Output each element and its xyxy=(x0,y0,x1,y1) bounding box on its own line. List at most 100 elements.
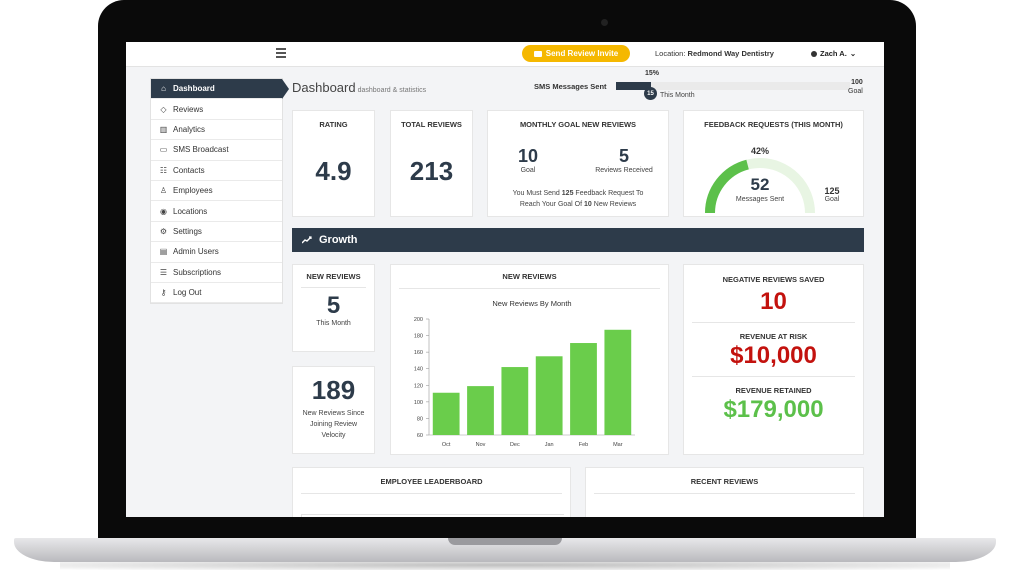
sidebar-item-analytics[interactable]: ▥ Analytics xyxy=(151,120,282,141)
goal-message-pre: You Must Send xyxy=(512,190,560,197)
goal-message-line2: Reach Your Goal Of xyxy=(519,201,583,208)
bar-chart-icon: ▥ xyxy=(159,124,168,134)
negative-reviews-title: NEGATIVE REVIEWS SAVED xyxy=(722,275,825,284)
sms-sent-label: SMS Messages Sent xyxy=(534,82,607,91)
received-caption: Reviews Received xyxy=(595,167,653,174)
rating-card: RATING 4.9 xyxy=(292,110,375,217)
bar-dec xyxy=(501,367,529,435)
monthly-goal-title: MONTHLY GOAL NEW REVIEWS xyxy=(519,120,637,129)
revenue-at-risk-title: REVENUE AT RISK xyxy=(739,332,808,341)
divider xyxy=(301,287,366,288)
total-reviews-value: 213 xyxy=(409,156,454,186)
list-icon: ☰ xyxy=(159,267,168,277)
leaderboard-table xyxy=(301,514,564,517)
sms-goal-caption: Goal xyxy=(848,88,863,95)
bar-oct xyxy=(432,392,460,435)
y-tick-label: 140 xyxy=(414,367,423,373)
sidebar-item-locations[interactable]: ◉ Locations xyxy=(151,201,282,222)
key-icon: ⚷ xyxy=(160,288,167,298)
sidebar-item-admin-users[interactable]: ▤ Admin Users xyxy=(151,242,282,263)
sidebar-item-label: Contacts xyxy=(173,165,205,175)
total-reviews-title: TOTAL REVIEWS xyxy=(401,120,462,129)
sidebar-item-settings[interactable]: ⚙ Settings xyxy=(151,222,282,243)
sidebar-item-label: Settings xyxy=(173,226,202,236)
message-icon: ▭ xyxy=(159,145,168,155)
send-review-invite-button[interactable]: Send Review Invite xyxy=(522,45,630,62)
sms-progress-fill xyxy=(616,82,652,90)
sms-progress-bar xyxy=(616,82,850,90)
user-icon xyxy=(811,50,817,57)
bar-jan xyxy=(535,356,563,435)
sidebar-item-subscriptions[interactable]: ☰ Subscriptions xyxy=(151,263,282,283)
feedback-gauge xyxy=(705,158,815,214)
reviews-since-caption-3: Velocity xyxy=(321,432,346,439)
y-tick-label: 80 xyxy=(417,416,423,422)
leaderboard-title: EMPLOYEE LEADERBOARD xyxy=(380,477,483,486)
gauge-fill xyxy=(705,159,750,214)
revenue-retained-value: $179,000 xyxy=(723,396,824,423)
laptop-shadow xyxy=(60,560,950,570)
sidebar-item-label: Admin Users xyxy=(173,247,219,257)
chart-title: New Reviews By Month xyxy=(492,299,571,308)
gear-icon: ⚙ xyxy=(159,226,168,236)
total-reviews-card: TOTAL REVIEWS 213 xyxy=(390,110,473,217)
top-bar: Send Review Invite Location: Redmond Way… xyxy=(126,42,884,67)
sidebar-item-log-out[interactable]: ⚷ Log Out xyxy=(151,283,282,304)
gauge-goal-value: 125 xyxy=(824,186,840,196)
sms-sent-caption: This Month xyxy=(660,92,695,99)
sms-goal-value: 100 xyxy=(851,79,863,86)
gauge-percent: 42% xyxy=(750,146,769,156)
sidebar-item-label: Log Out xyxy=(173,288,202,298)
contacts-icon: ☷ xyxy=(159,165,168,175)
sidebar-item-dashboard[interactable]: ⌂ Dashboard xyxy=(151,79,289,100)
sidebar-item-label: Analytics xyxy=(173,124,206,134)
webcam xyxy=(601,19,608,26)
recent-reviews-card: RECENT REVIEWS xyxy=(585,467,864,517)
goal-stat: 10 Goal xyxy=(506,146,550,174)
sidebar-nav: ⌂ Dashboard ◇ Reviews ▥ Analytics ▭ SMS Broadca… xyxy=(150,78,289,305)
sidebar-item-reviews[interactable]: ◇ Reviews xyxy=(151,99,282,120)
reviews-since-caption: New Reviews Since Joining Review Velocit… xyxy=(293,408,374,441)
sms-goal: 100 Goal xyxy=(848,78,863,96)
rating-value: 4.9 xyxy=(315,156,352,186)
sidebar-item-employees[interactable]: ♙ Employees xyxy=(151,181,282,202)
bar-mar xyxy=(604,329,632,435)
divider xyxy=(399,288,660,289)
reviews-since-joining-card: 189 New Reviews Since Joining Review Vel… xyxy=(292,366,375,454)
new-reviews-value: 5 xyxy=(326,292,341,319)
y-tick-label: 160 xyxy=(414,350,423,356)
reviews-since-value: 189 xyxy=(311,375,356,405)
divider xyxy=(692,376,855,377)
y-tick-label: 60 xyxy=(417,433,423,439)
user-menu[interactable]: Zach A. ⌄ xyxy=(811,49,856,58)
hamburger-menu-icon[interactable] xyxy=(276,48,286,58)
sidebar-item-sms-broadcast[interactable]: ▭ SMS Broadcast xyxy=(151,140,282,161)
employee-leaderboard-card: EMPLOYEE LEADERBOARD xyxy=(292,467,571,517)
page-subtitle: dashboard & statistics xyxy=(357,87,427,94)
negative-reviews-value: 10 xyxy=(760,288,787,315)
rating-title: RATING xyxy=(319,120,348,129)
y-tick-label: 100 xyxy=(414,400,423,406)
new-reviews-caption: This Month xyxy=(316,320,351,327)
sidebar-item-contacts[interactable]: ☷ Contacts xyxy=(151,161,282,181)
new-reviews-title: NEW REVIEWS xyxy=(306,272,361,281)
sidebar-item-label: Reviews xyxy=(173,104,204,114)
bar-nov xyxy=(467,386,494,435)
goal-value: 10 xyxy=(517,146,539,166)
new-reviews-card: NEW REVIEWS 5 This Month xyxy=(292,264,375,352)
bar-feb xyxy=(570,343,597,435)
recent-reviews-title: RECENT REVIEWS xyxy=(690,477,759,486)
new-reviews-bar-chart: New Reviews By Month 60 80 100 120 140 160 180 2… xyxy=(414,299,635,448)
goal-message-requests: 125 xyxy=(561,190,574,197)
growth-title: Growth xyxy=(319,234,358,246)
goal-message-mid: Feedback Request To xyxy=(575,190,644,197)
x-tick-label: Mar xyxy=(613,442,623,448)
location-selector[interactable]: Location: Redmond Way Dentistry xyxy=(655,49,774,58)
reviews-since-caption-2: Joining Review xyxy=(309,421,358,428)
goal-caption: Goal xyxy=(520,167,536,174)
gauge-caption: Messages Sent xyxy=(735,196,785,203)
gauge-goal: 125 Goal xyxy=(818,186,846,203)
feedback-requests-card: FEEDBACK REQUESTS (THIS MONTH) 42% 52 Me… xyxy=(683,110,864,217)
divider xyxy=(594,493,855,494)
feedback-requests-title: FEEDBACK REQUESTS (THIS MONTH) xyxy=(704,120,843,129)
